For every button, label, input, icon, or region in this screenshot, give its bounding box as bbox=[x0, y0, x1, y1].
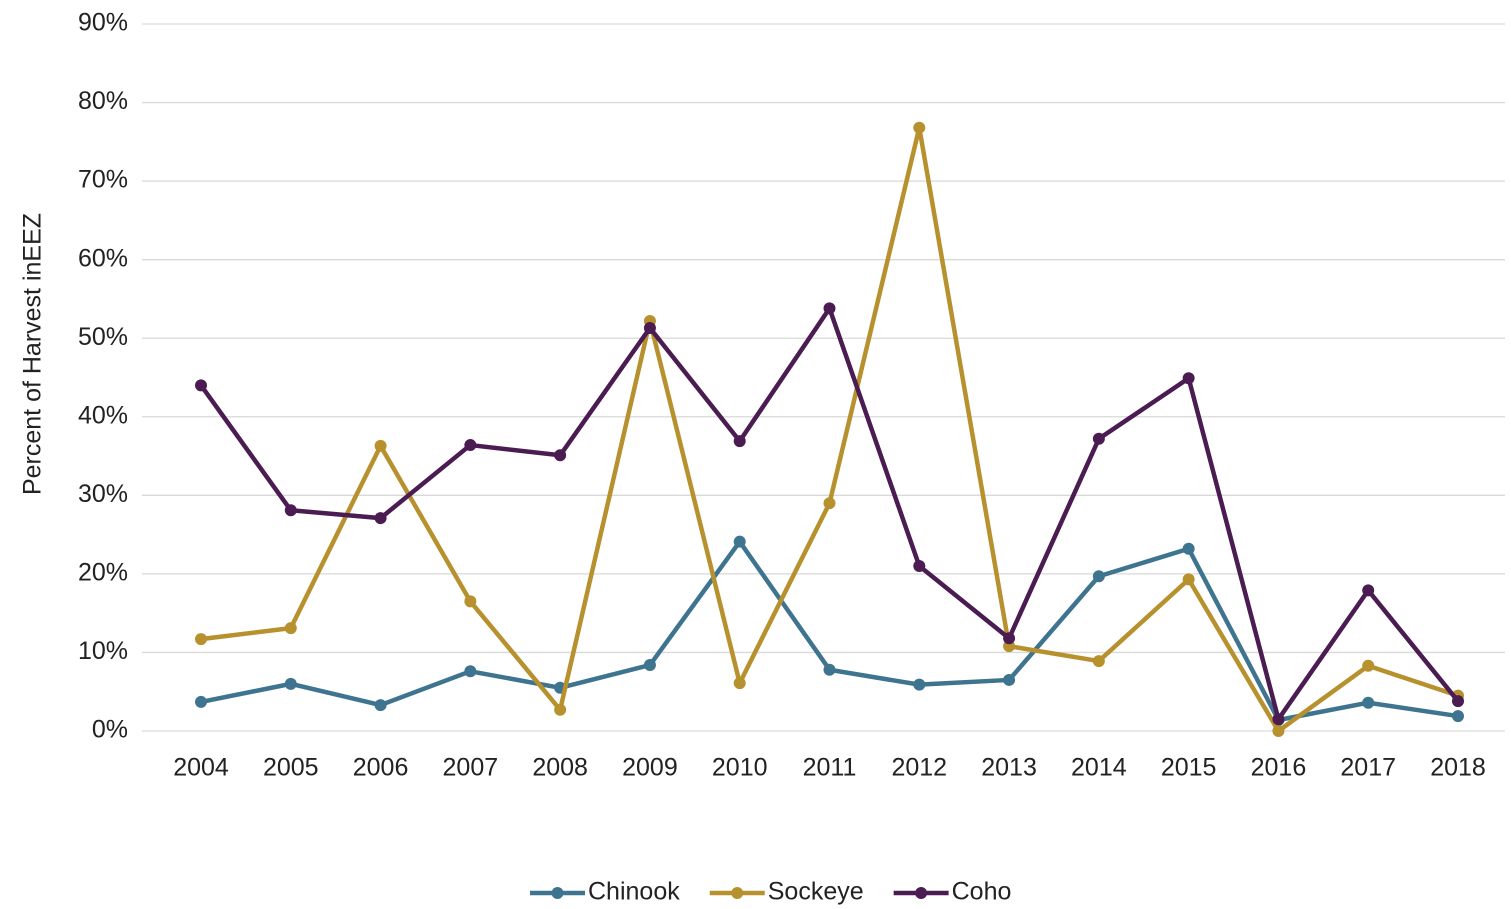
point bbox=[284, 504, 297, 517]
x-tick-label: 2005 bbox=[263, 754, 319, 782]
point bbox=[1362, 584, 1375, 597]
point bbox=[195, 633, 207, 646]
y-tick-label: 70% bbox=[78, 166, 128, 194]
point bbox=[643, 322, 656, 335]
point bbox=[195, 695, 207, 708]
y-tick-label: 0% bbox=[92, 716, 128, 744]
point bbox=[733, 677, 746, 690]
x-tick-label: 2006 bbox=[353, 754, 409, 782]
point bbox=[554, 703, 567, 716]
x-tick-label: 2009 bbox=[622, 754, 678, 782]
y-tick-label: 90% bbox=[78, 9, 128, 37]
point bbox=[284, 622, 297, 635]
point bbox=[374, 439, 387, 452]
point bbox=[1003, 673, 1016, 686]
legend-marker bbox=[551, 887, 564, 899]
point bbox=[823, 663, 836, 676]
y-tick-label: 20% bbox=[78, 558, 128, 586]
x-tick-label: 2017 bbox=[1340, 754, 1396, 782]
y-tick-label: 50% bbox=[78, 323, 128, 351]
x-tick-label: 2013 bbox=[981, 754, 1037, 782]
point bbox=[464, 665, 477, 678]
x-tick-label: 2016 bbox=[1251, 754, 1307, 782]
point bbox=[1452, 710, 1464, 723]
point bbox=[1452, 695, 1464, 708]
legend-marker bbox=[731, 887, 744, 899]
legend-marker bbox=[915, 887, 928, 899]
y-tick-label: 30% bbox=[78, 480, 128, 508]
y-axis-label: Percent of Harvest inEEZ bbox=[19, 213, 47, 495]
point bbox=[1272, 713, 1285, 726]
point bbox=[195, 379, 207, 392]
y-tick-label: 40% bbox=[78, 401, 128, 429]
point bbox=[1182, 573, 1195, 586]
legend-label: Coho bbox=[952, 878, 1012, 906]
y-tick-label: 60% bbox=[78, 244, 128, 272]
point bbox=[1182, 542, 1195, 555]
point bbox=[913, 121, 926, 134]
point bbox=[1092, 655, 1105, 668]
legend-label: Chinook bbox=[588, 878, 680, 906]
point bbox=[733, 435, 746, 448]
series-line bbox=[200, 125, 1459, 734]
point bbox=[1092, 570, 1105, 583]
point bbox=[1362, 696, 1375, 709]
x-tick-label: 2004 bbox=[173, 754, 229, 782]
y-tick-label: 80% bbox=[78, 87, 128, 115]
point bbox=[913, 560, 926, 573]
x-tick-label: 2014 bbox=[1071, 754, 1127, 782]
x-tick-label: 2018 bbox=[1430, 754, 1486, 782]
x-tick-label: 2010 bbox=[712, 754, 768, 782]
point bbox=[1182, 372, 1195, 385]
point bbox=[823, 497, 836, 510]
point bbox=[374, 699, 387, 712]
point bbox=[643, 659, 656, 672]
x-tick-label: 2015 bbox=[1161, 754, 1217, 782]
point bbox=[1003, 632, 1016, 645]
point bbox=[464, 595, 477, 608]
x-tick-label: 2008 bbox=[532, 754, 588, 782]
point bbox=[374, 512, 387, 525]
point bbox=[913, 678, 926, 691]
point bbox=[1362, 659, 1375, 672]
x-tick-label: 2011 bbox=[803, 754, 857, 782]
series-line bbox=[199, 306, 1460, 722]
point bbox=[554, 449, 567, 462]
point bbox=[464, 439, 477, 452]
legend-label: Sockeye bbox=[768, 878, 864, 906]
point bbox=[1092, 432, 1105, 445]
point bbox=[733, 535, 746, 548]
point bbox=[1272, 725, 1285, 737]
y-tick-label: 10% bbox=[78, 637, 128, 665]
point bbox=[823, 302, 836, 315]
x-tick-label: 2007 bbox=[443, 754, 499, 782]
point bbox=[284, 677, 297, 690]
x-tick-label: 2012 bbox=[891, 754, 947, 782]
